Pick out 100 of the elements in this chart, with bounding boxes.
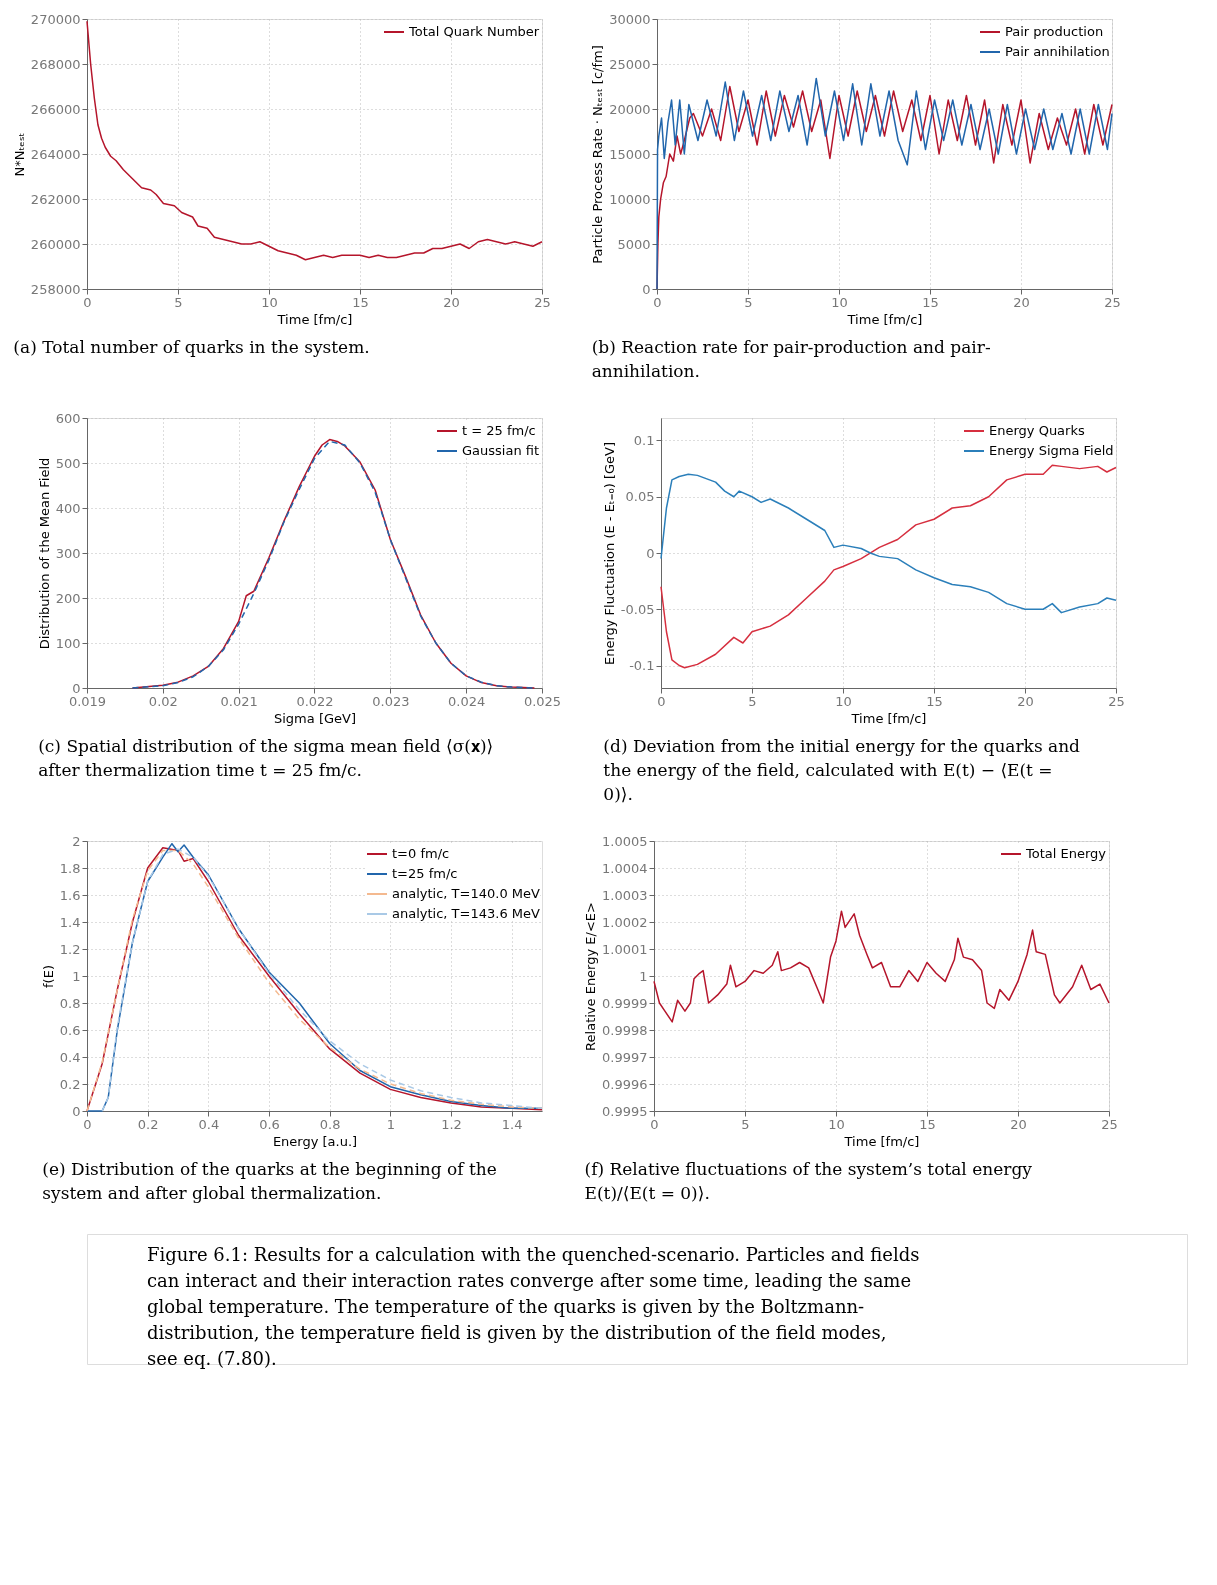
y-tick-label: 0.2 [59, 1076, 81, 1092]
x-tick-label: 20 [1010, 1116, 1027, 1132]
y-tick-label: 1.8 [59, 860, 81, 876]
y-tick-label: 0 [646, 545, 655, 561]
x-tick-label: 0.02 [148, 693, 178, 709]
x-tick-label: 0 [83, 1116, 92, 1132]
y-tick-label: 0.05 [625, 489, 655, 505]
x-tick-label: 15 [926, 693, 943, 709]
text: (b) Reaction rate for pair-production and pair-annihilation. [591, 337, 991, 381]
y-axis-title: Particle Process Rate · Nₜₑₛₜ [c/fm] [590, 45, 606, 264]
x-tick-label: 15 [352, 294, 369, 310]
legend-label: t = 25 fm/c [462, 423, 536, 438]
y-tick-label: 0.9997 [602, 1049, 648, 1065]
x-tick-label: 1 [386, 1116, 395, 1132]
x-tick-label: 10 [831, 294, 848, 310]
y-tick-label: 1.0001 [602, 941, 648, 957]
y-tick-label: 15000 [609, 146, 651, 162]
x-tick-label: 10 [261, 294, 278, 310]
y-tick-label: 1.0005 [602, 833, 648, 849]
x-axis-title: Time [fm/c] [276, 311, 353, 327]
y-tick-label: 200 [55, 590, 81, 606]
y-tick-label: 100 [55, 635, 81, 651]
y-tick-label: 300 [55, 545, 81, 561]
y-tick-label: 1.0003 [602, 887, 648, 903]
x-tick-label: 20 [1017, 693, 1034, 709]
x-tick-label: 0.022 [296, 693, 334, 709]
y-tick-label: 1.2 [59, 941, 81, 957]
x-tick-label: 5 [174, 294, 183, 310]
x-axis-title: Time [fm/c] [850, 710, 927, 726]
text: (f) Relative fluctuations of the system’s total energy E(t)/⟨E(t = 0)⟩. [584, 1159, 1033, 1203]
y-tick-label: 1.4 [59, 914, 81, 930]
caption: Figure 6.1: Results for a calculation with the quenched-scenario. Particles and fields can interact and their interaction rates converge after some time, leading the same global temperature. The temperature of the quarks is given by the Boltzmann-distribution, the temperature field is given by the distribution of the field modes, see eq. (7.80). [147, 1244, 920, 1369]
text: (d) Deviation from the initial energy for the quarks and the energy of the field, calculated with E(t) − ⟨E(t = 0)⟩. [603, 736, 1081, 804]
line-series [653, 910, 1110, 1023]
legend-label: t=0 fm/c [392, 846, 450, 861]
x-tick-label: 25 [1101, 1116, 1118, 1132]
y-axis-title: Relative Energy E/<E> [583, 902, 599, 1051]
x-tick-label: 0.2 [137, 1116, 159, 1132]
y-tick-label: 30000 [609, 11, 651, 27]
y-tick-label: 0.9996 [602, 1076, 648, 1092]
y-tick-label: 0.1 [633, 433, 655, 448]
legend-label: Pair annihilation [1005, 44, 1110, 59]
y-tick-label: 1 [72, 968, 81, 984]
y-tick-label: 400 [55, 500, 81, 516]
y-tick-label: 0 [72, 1103, 81, 1119]
legend-label: t=25 fm/c [392, 866, 458, 881]
y-tick-label: 1 [639, 968, 648, 984]
y-axis-title: Distribution of the Mean Field [36, 457, 52, 650]
x-tick-label: 15 [919, 1116, 936, 1132]
legend-label: Energy Sigma Field [989, 443, 1114, 458]
y-tick-label: -0.1 [629, 658, 655, 673]
legend-label: analytic, T=140.0 MeV [392, 886, 540, 901]
x-tick-label: 20 [443, 294, 460, 310]
x-tick-label: 0.021 [220, 693, 258, 709]
y-tick-label: 1.0004 [602, 860, 648, 876]
y-tick-label: 0 [642, 281, 651, 297]
y-tick-label: 1.6 [59, 887, 81, 903]
y-tick-label: 1.0002 [602, 914, 648, 930]
y-tick-label: 600 [55, 410, 81, 426]
x-tick-label: 0 [83, 294, 92, 310]
y-tick-label: 260000 [30, 236, 81, 252]
y-axis-title: N*Nₜₑₛₜ [11, 132, 27, 177]
y-tick-label: 500 [55, 455, 81, 471]
x-tick-label: 0.025 [523, 693, 562, 709]
x-axis-title: Energy [a.u.] [272, 1133, 358, 1149]
x-tick-label: 20 [1013, 294, 1030, 310]
y-axis-title: Energy Fluctuation (E - Eₜ₌₀) [GeV] [601, 441, 617, 666]
y-tick-label: 268000 [30, 56, 81, 72]
y-tick-label: 0.9995 [602, 1103, 648, 1119]
y-tick-label: 0.9999 [602, 995, 648, 1011]
y-tick-label: 2 [72, 833, 81, 849]
y-tick-label: 20000 [609, 101, 651, 117]
x-axis-title: Sigma [GeV] [274, 710, 356, 726]
y-tick-label: 270000 [30, 11, 81, 27]
text: (a) Total number of quarks in the system. [13, 337, 370, 357]
y-tick-label: 0.8 [59, 995, 81, 1011]
y-axis-title: f(E) [40, 965, 56, 988]
x-tick-label: 5 [748, 693, 757, 709]
x-tick-label: 15 [922, 294, 939, 310]
y-tick-label: 258000 [30, 281, 81, 297]
x-tick-label: 1.2 [441, 1116, 462, 1132]
x-tick-label: 0.4 [198, 1116, 220, 1132]
x-tick-label: 25 [534, 294, 551, 310]
x-tick-label: 0.019 [68, 693, 107, 709]
legend-label: Energy Quarks [989, 423, 1085, 438]
x-tick-label: 0.6 [259, 1116, 280, 1132]
x-tick-label: 10 [828, 1116, 845, 1132]
legend-label: Total Energy [1025, 846, 1107, 861]
y-tick-label: 262000 [30, 191, 81, 207]
legend-label: Pair production [1005, 24, 1104, 39]
y-tick-label: 0.9998 [602, 1022, 648, 1038]
legend-label: Gaussian fit [462, 443, 540, 458]
x-tick-label: 1.4 [501, 1116, 523, 1132]
x-axis-title: Time [fm/c] [843, 1133, 920, 1149]
y-tick-label: 264000 [30, 146, 81, 162]
x-tick-label: 0.024 [448, 693, 486, 709]
text: (e) Distribution of the quarks at the beginning of the system and after global thermalization. [42, 1159, 497, 1203]
y-tick-label: -0.05 [620, 601, 655, 617]
x-tick-label: 5 [741, 1116, 750, 1132]
y-tick-label: 0.6 [59, 1022, 81, 1038]
